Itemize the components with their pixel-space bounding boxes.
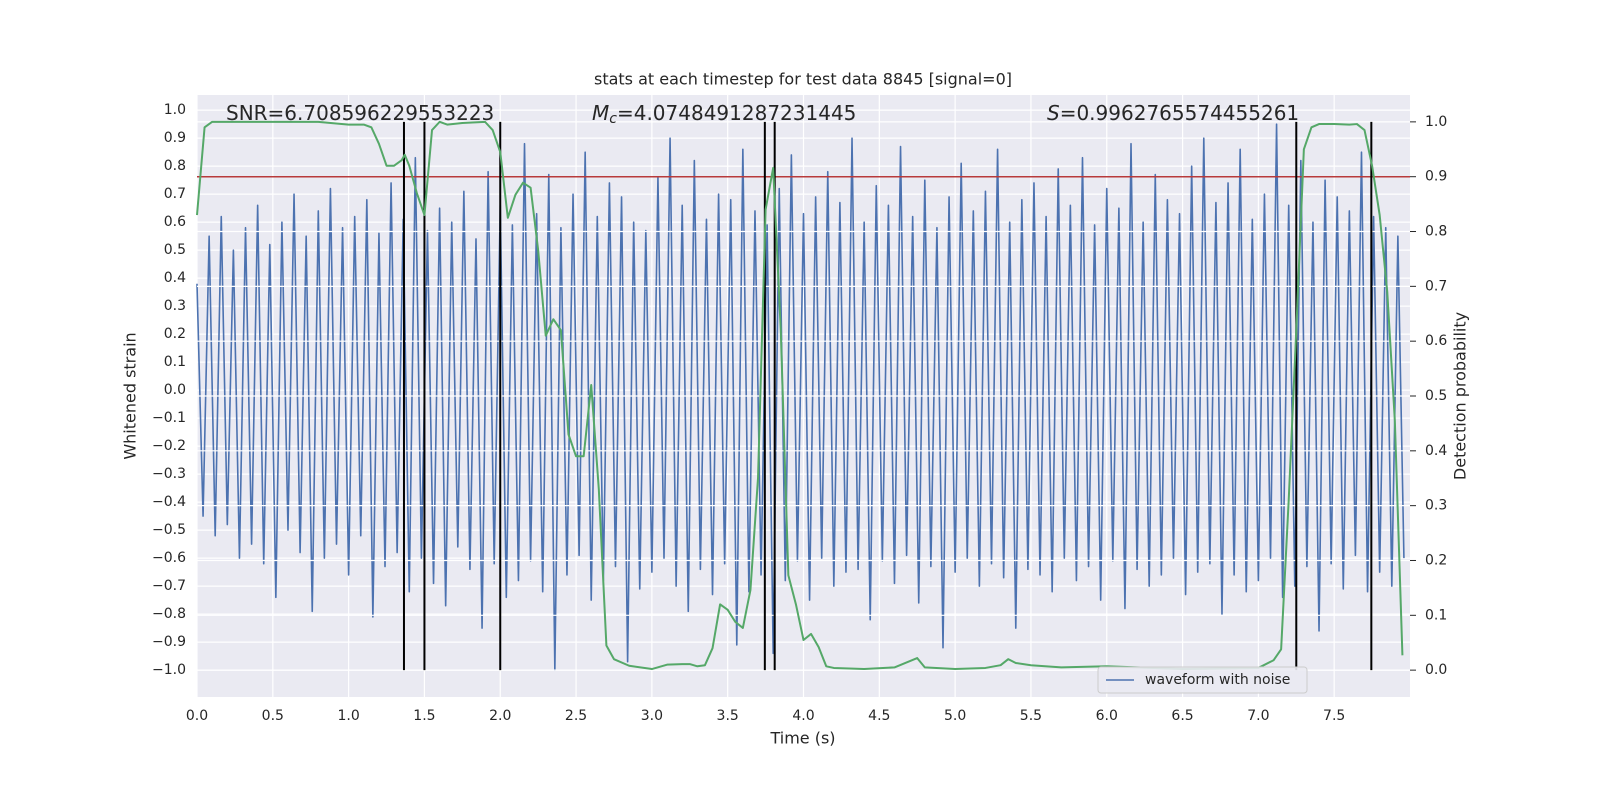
y-tick-label: −0.3: [152, 466, 186, 482]
x-tick-label: 0.0: [186, 708, 208, 724]
annotation-symbol: M: [592, 101, 609, 125]
y-tick-label: −0.8: [152, 606, 186, 622]
y-tick-label: 0.6: [164, 214, 186, 230]
x-tick-label: 4.5: [868, 708, 890, 724]
y-tick-label: 0.4: [164, 270, 186, 286]
y2-tick-label: 1.0: [1425, 114, 1447, 130]
y-tick-label: 0.0: [164, 382, 186, 398]
y-tick-label: 0.8: [164, 158, 186, 174]
annotation: SNR=6.708596229553223: [226, 101, 494, 125]
annotation-text: SNR=6.708596229553223: [226, 101, 494, 125]
y-tick-label: −1.0: [152, 662, 186, 678]
chart-title: stats at each timestep for test data 884…: [594, 70, 1012, 89]
y2-tick-label: 0.5: [1425, 388, 1447, 404]
y2-axis-label: Detection probability: [1451, 312, 1470, 480]
y-tick-label: −0.4: [152, 494, 186, 510]
x-tick-label: 3.5: [717, 708, 739, 724]
x-axis-label: Time (s): [769, 729, 835, 748]
x-tick-label: 5.5: [1020, 708, 1042, 724]
series-line: [196, 123, 1405, 671]
y2-tick-label: 0.3: [1425, 498, 1447, 514]
y2-tick-label: 0.8: [1425, 224, 1447, 240]
y2-tick-label: 0.0: [1425, 662, 1447, 678]
y2-tick-label: 0.9: [1425, 169, 1447, 185]
y2-tick-label: 0.4: [1425, 443, 1447, 459]
x-tick-label: 5.0: [944, 708, 966, 724]
y-tick-label: 0.9: [164, 130, 186, 146]
series-line: [196, 120, 1404, 671]
y-tick-label: 0.1: [164, 354, 186, 370]
y-tick-label: 0.2: [164, 326, 186, 342]
y2-tick-label: 0.1: [1425, 607, 1447, 623]
y-tick-label: −0.7: [152, 578, 186, 594]
x-tick-label: 2.5: [565, 708, 587, 724]
annotation-text: =4.0748491287231445: [617, 101, 856, 125]
y-tick-label: 0.5: [164, 242, 186, 258]
annotation-symbol: S: [1047, 101, 1060, 125]
y-tick-label: −0.9: [152, 634, 186, 650]
y-tick-label: −0.2: [152, 438, 186, 454]
x-tick-label: 0.5: [262, 708, 284, 724]
x-tick-label: 6.0: [1096, 708, 1118, 724]
x-tick-label: 3.0: [641, 708, 663, 724]
annotation-subscript: c: [609, 111, 617, 127]
y-axis-label: Whitened strain: [121, 332, 140, 459]
x-tick-label: 2.0: [489, 708, 511, 724]
x-tick-label: 6.5: [1171, 708, 1193, 724]
x-tick-label: 4.0: [792, 708, 814, 724]
y-tick-label: −0.6: [152, 550, 186, 566]
y-tick-label: −0.5: [152, 522, 186, 538]
x-tick-label: 7.5: [1323, 708, 1345, 724]
x-tick-label: 1.5: [413, 708, 435, 724]
y-tick-label: 0.7: [164, 186, 186, 202]
annotation: Mc=4.0748491287231445: [592, 101, 856, 128]
y2-tick-label: 0.6: [1425, 333, 1447, 349]
y2-tick-label: 0.2: [1425, 552, 1447, 568]
y-tick-label: −0.1: [152, 410, 186, 426]
x-tick-label: 1.0: [337, 708, 359, 724]
legend: waveform with noise: [1097, 666, 1308, 694]
y2-tick-label: 0.7: [1425, 278, 1447, 294]
legend-box: [1097, 666, 1308, 694]
legend-label: waveform with noise: [1145, 672, 1290, 688]
y-tick-label: 0.3: [164, 298, 186, 314]
x-tick-label: 7.0: [1247, 708, 1269, 724]
y-tick-label: 1.0: [164, 102, 186, 118]
annotation: S=0.9962765574455261: [1047, 101, 1299, 125]
annotation-text: =0.9962765574455261: [1060, 101, 1299, 125]
